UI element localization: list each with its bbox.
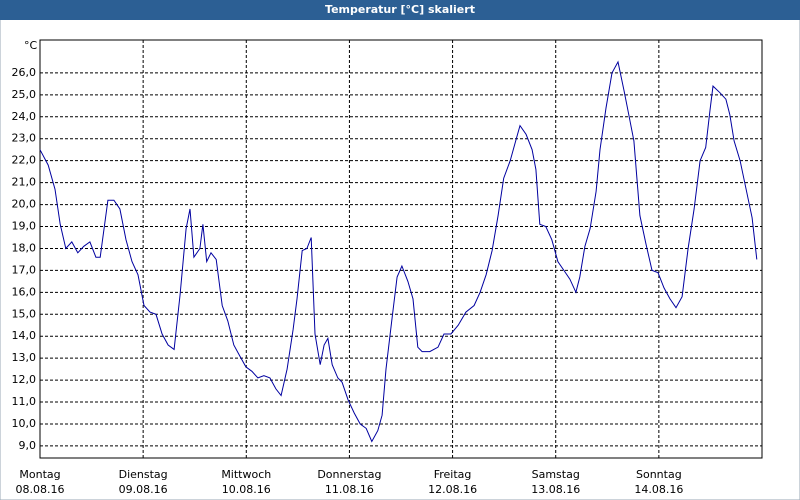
- x-tick-date: 08.08.16: [16, 483, 65, 496]
- plot-area: [39, 39, 763, 459]
- y-tick-label: 24,0: [12, 110, 37, 123]
- x-tick-date: 13.08.16: [531, 483, 580, 496]
- x-tick-label: Samstag: [532, 468, 580, 481]
- x-tick-label: Montag: [19, 468, 60, 481]
- y-tick-label: 25,0: [12, 88, 37, 101]
- x-tick-label: Dienstag: [119, 468, 168, 481]
- x-tick-date: 14.08.16: [634, 483, 683, 496]
- y-tick-label: 20,0: [12, 198, 37, 211]
- x-tick-label: Donnerstag: [317, 468, 381, 481]
- line-series: [39, 60, 758, 443]
- x-tick-date: 12.08.16: [428, 483, 477, 496]
- x-tick-label: Mittwoch: [221, 468, 271, 481]
- x-tick-date: 09.08.16: [119, 483, 168, 496]
- y-tick-label: 18,0: [12, 241, 37, 254]
- y-tick-label: 22,0: [12, 154, 37, 167]
- chart-title: Temperatur [°C] skaliert: [325, 3, 475, 16]
- y-tick-label: 14,0: [12, 329, 37, 342]
- y-tick-label: 16,0: [12, 285, 37, 298]
- x-tick-label: Sonntag: [636, 468, 682, 481]
- y-tick-label: 23,0: [12, 132, 37, 145]
- y-tick-label: 12,0: [12, 373, 37, 386]
- y-tick-label: 9,0: [19, 439, 37, 452]
- y-tick-label: 26,0: [12, 66, 37, 79]
- x-tick-date: 11.08.16: [325, 483, 374, 496]
- y-tick-label: 17,0: [12, 263, 37, 276]
- y-tick-label: 21,0: [12, 176, 37, 189]
- y-tick-label: 15,0: [12, 307, 37, 320]
- y-tick-label: 10,0: [12, 417, 37, 430]
- y-tick-label: 19,0: [12, 220, 37, 233]
- unit-label: °C: [24, 39, 38, 52]
- title-bar: [0, 0, 800, 20]
- y-tick-label: 13,0: [12, 351, 37, 364]
- x-tick-date: 10.08.16: [222, 483, 271, 496]
- x-tick-label: Freitag: [434, 468, 472, 481]
- y-tick-label: 11,0: [12, 395, 37, 408]
